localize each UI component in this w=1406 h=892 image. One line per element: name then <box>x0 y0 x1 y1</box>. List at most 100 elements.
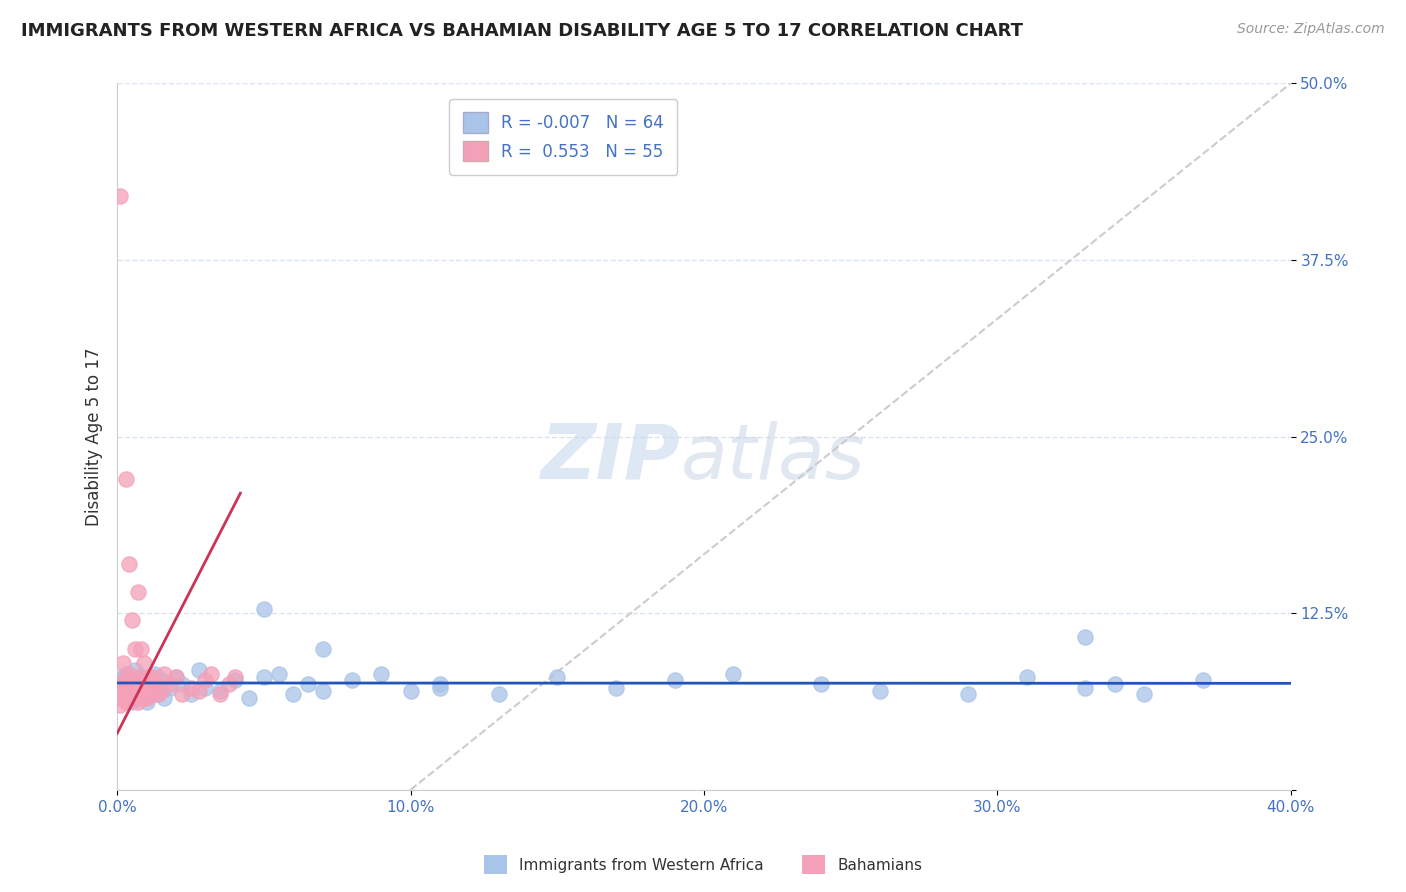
Point <box>127 681 149 695</box>
Point <box>143 677 166 691</box>
Text: Source: ZipAtlas.com: Source: ZipAtlas.com <box>1237 22 1385 37</box>
Point <box>208 684 231 698</box>
Point <box>956 687 979 701</box>
Point <box>188 663 211 677</box>
Point <box>170 687 193 701</box>
Point <box>238 691 260 706</box>
Point <box>115 684 138 698</box>
Point <box>721 667 744 681</box>
Point <box>253 670 276 684</box>
Point <box>141 687 163 701</box>
Point <box>108 698 131 712</box>
Point <box>112 687 135 701</box>
Point <box>112 691 135 706</box>
Point <box>208 687 231 701</box>
Point <box>141 670 163 684</box>
Point <box>1015 670 1038 684</box>
Point <box>124 691 146 706</box>
Point <box>180 687 202 701</box>
Point <box>121 613 143 627</box>
Point <box>194 673 217 687</box>
Point <box>108 681 131 695</box>
Point <box>115 684 138 698</box>
Legend: Immigrants from Western Africa, Bahamians: Immigrants from Western Africa, Bahamian… <box>478 849 928 880</box>
Point <box>127 687 149 701</box>
Point <box>115 695 138 709</box>
Point <box>121 684 143 698</box>
Point <box>283 687 305 701</box>
Point <box>141 677 163 691</box>
Point <box>135 670 157 684</box>
Point <box>429 677 451 691</box>
Point <box>1133 687 1156 701</box>
Point <box>253 602 276 616</box>
Point <box>429 681 451 695</box>
Point <box>132 691 155 706</box>
Point <box>121 695 143 709</box>
Point <box>224 673 246 687</box>
Point <box>148 687 170 701</box>
Point <box>129 677 152 691</box>
Point <box>153 667 176 681</box>
Point <box>121 681 143 695</box>
Point <box>112 673 135 687</box>
Point <box>150 684 173 698</box>
Point <box>200 667 222 681</box>
Point <box>664 673 686 687</box>
Point <box>297 677 319 691</box>
Point <box>108 691 131 706</box>
Point <box>129 670 152 684</box>
Point <box>127 677 149 691</box>
Point <box>135 673 157 687</box>
Point <box>118 687 141 701</box>
Point <box>159 677 181 691</box>
Point <box>869 684 891 698</box>
Point <box>115 681 138 695</box>
Point <box>127 695 149 709</box>
Point <box>180 681 202 695</box>
Point <box>135 695 157 709</box>
Point <box>118 557 141 571</box>
Point <box>1074 630 1097 644</box>
Y-axis label: Disability Age 5 to 17: Disability Age 5 to 17 <box>86 347 103 526</box>
Point <box>108 681 131 695</box>
Point <box>488 687 510 701</box>
Point <box>370 667 392 681</box>
Point <box>124 670 146 684</box>
Point <box>132 681 155 695</box>
Point <box>108 189 131 203</box>
Point <box>132 656 155 670</box>
Point <box>124 663 146 677</box>
Point <box>546 670 568 684</box>
Point <box>112 687 135 701</box>
Point <box>188 684 211 698</box>
Point <box>121 673 143 687</box>
Point <box>118 691 141 706</box>
Point <box>115 677 138 691</box>
Point <box>138 684 160 698</box>
Point <box>127 684 149 698</box>
Point <box>311 684 333 698</box>
Point <box>108 687 131 701</box>
Point <box>1074 681 1097 695</box>
Point <box>135 673 157 687</box>
Point <box>112 673 135 687</box>
Point <box>115 472 138 486</box>
Point <box>112 656 135 670</box>
Point <box>135 691 157 706</box>
Point <box>150 673 173 687</box>
Point <box>143 667 166 681</box>
Point <box>121 670 143 684</box>
Point <box>138 681 160 695</box>
Point <box>224 670 246 684</box>
Point <box>340 673 363 687</box>
Point <box>311 641 333 656</box>
Point <box>605 681 627 695</box>
Point <box>399 684 422 698</box>
Point <box>129 687 152 701</box>
Point <box>129 684 152 698</box>
Point <box>118 687 141 701</box>
Point <box>159 681 181 695</box>
Point <box>1191 673 1213 687</box>
Point <box>124 691 146 706</box>
